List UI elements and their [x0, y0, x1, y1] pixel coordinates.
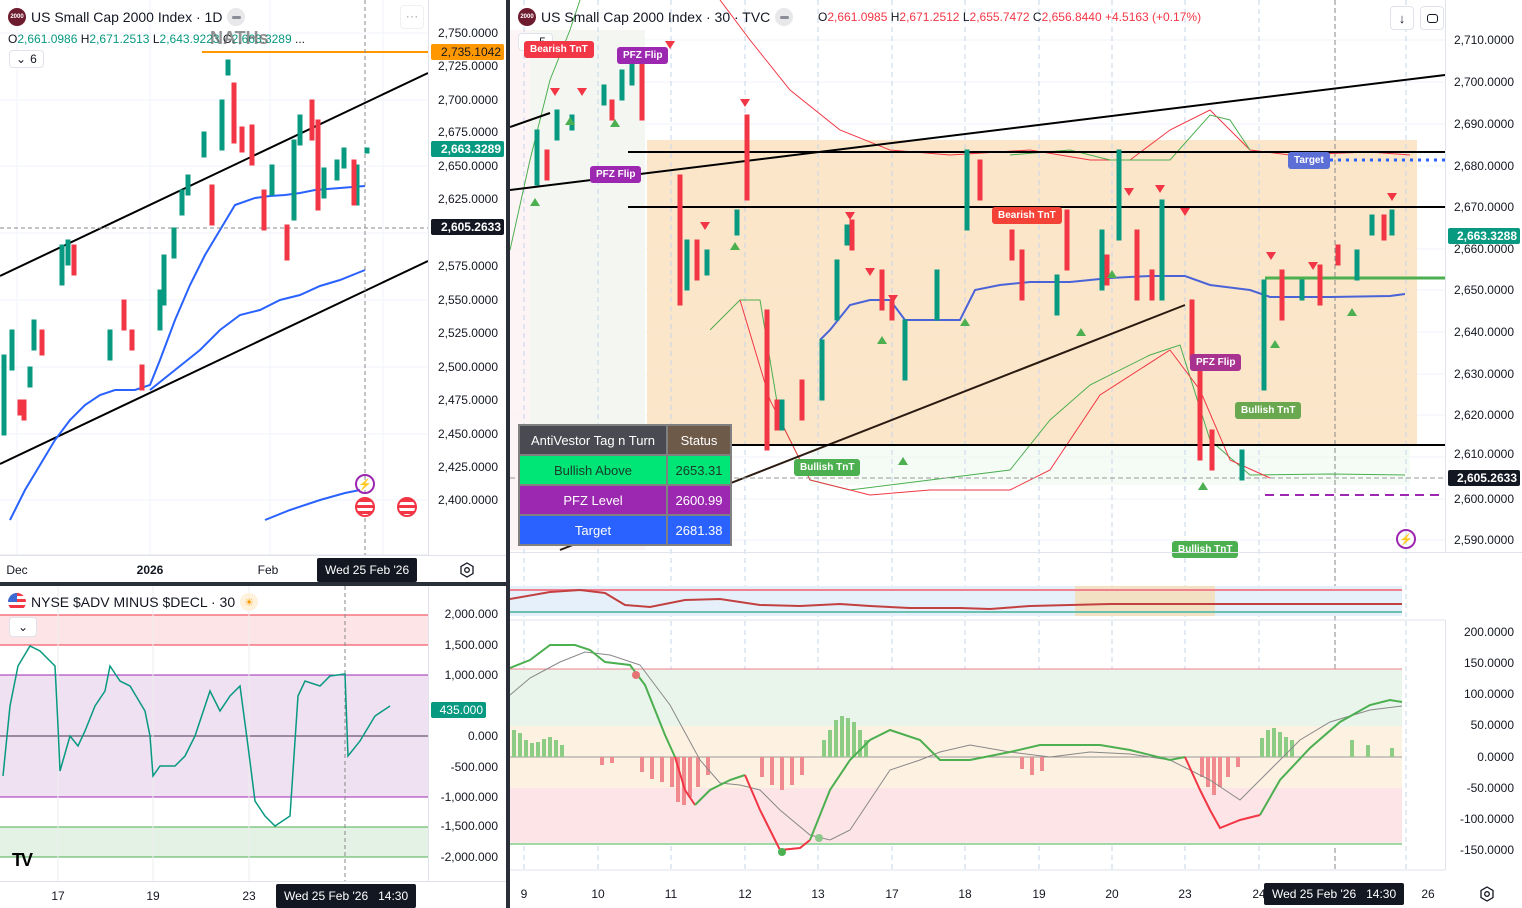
intraday-ohlc: O2,661.0985 H2,671.2512 L2,655.7472 C2,6…	[818, 10, 1202, 24]
symbol-title[interactable]: US Small Cap 2000 Index · 1D	[31, 9, 223, 25]
daily-time-axis[interactable]: Dec 2026 Feb Wed 25 Feb '26	[0, 555, 506, 582]
last-price-label: 2,663.3288	[1448, 228, 1520, 244]
chevron-down-icon: ⌄	[16, 52, 27, 66]
crosshair-time-label: Wed 25 Feb '26 14:30	[1264, 883, 1405, 905]
settings-gear-icon[interactable]	[1473, 881, 1501, 907]
hide-legend-icon[interactable]	[775, 8, 794, 26]
daily-price-axis[interactable]: 2,750.0000 2,725.0000 2,700.0000 2,675.0…	[428, 0, 506, 555]
intraday-chart-pane[interactable]: 2000 US Small Cap 2000 Index · 30 · TVC …	[510, 0, 1522, 908]
signal-bearish-tnt: Bearish TnT	[524, 41, 594, 58]
symbol-logo: 2000	[518, 8, 536, 26]
chevron-down-icon: ⌄	[18, 620, 29, 634]
adv-decl-canvas[interactable]	[0, 586, 506, 908]
oscillator-axis[interactable]: 200.0000 150.0000 100.0000 50.0000 0.000…	[1445, 620, 1522, 870]
table-header-indicator: AntiVestor Tag n Turn	[518, 424, 668, 456]
signal-bullish-tnt: Bullish TnT	[1235, 402, 1302, 419]
us-flag-event-icon[interactable]	[397, 497, 417, 517]
sun-icon: ☀	[240, 593, 259, 611]
fullscreen-button[interactable]	[1420, 6, 1444, 30]
signal-bearish-tnt: Bearish TnT	[992, 207, 1062, 224]
us-flag-icon	[8, 593, 26, 611]
intraday-price-axis[interactable]: 2,710.0000 2,700.0000 2,690.0000 2,680.0…	[1445, 0, 1522, 552]
arrow-down-icon: ↓	[1398, 10, 1406, 26]
signal-pfz-flip: PFZ Flip	[590, 166, 642, 183]
signal-bullish-tnt: Bullish TnT	[794, 459, 861, 476]
signal-pfz-flip: PFZ Flip	[617, 47, 669, 64]
indicators-collapse-button[interactable]: ⌄	[9, 617, 38, 637]
symbol-logo: 2000	[8, 8, 26, 26]
signal-bullish-tnt: Bullish TnT	[1172, 541, 1239, 558]
adv-decl-price-axis[interactable]: 2,000.000 1,500.000 1,000.000 0.000 -500…	[428, 586, 506, 881]
table-row: Target 2681.38	[518, 514, 732, 546]
hide-legend-icon[interactable]	[227, 8, 246, 26]
crosshair-time-label: Wed 25 Feb '26	[317, 558, 418, 582]
maximize-icon	[1426, 13, 1438, 23]
table-row: Bullish Above 2653.31	[518, 454, 732, 486]
intraday-chart-title[interactable]: 2000 US Small Cap 2000 Index · 30 · TVC	[518, 8, 794, 26]
crosshair-price-label: 2,605.2633	[1448, 470, 1520, 486]
adv-decl-chart-pane[interactable]: NYSE $ADV MINUS $DECL · 30 ☀ ⌄ TV 2,000.…	[0, 586, 506, 908]
more-options-button[interactable]: ⋯	[400, 5, 424, 29]
naths-overlay-text: NATHs	[210, 28, 269, 48]
daily-candles	[1, 59, 370, 436]
daily-ohlc: O2,661.0986 H2,671.2513 L2,643.9223 C2,6…	[8, 32, 306, 46]
tradingview-logo[interactable]: TV	[12, 850, 33, 870]
table-row: PFZ Level 2600.99	[518, 484, 732, 516]
daily-chart-title[interactable]: 2000 US Small Cap 2000 Index · 1D	[8, 8, 246, 26]
table-header-status: Status	[666, 424, 732, 456]
earnings-flash-icon[interactable]: ⚡	[1396, 529, 1416, 549]
indicators-collapse-button[interactable]: ⌄ 6	[9, 50, 44, 68]
adv-decl-time-axis[interactable]: 17 19 23 Wed 25 Feb '26 14:30	[0, 881, 506, 908]
antivestor-status-table: AntiVestor Tag n Turn Status Bullish Abo…	[518, 424, 732, 546]
crosshair-price-label: 2,605.2633	[431, 219, 504, 235]
intraday-time-axis[interactable]: 9 10 11 12 13 17 18 19 20 23 24 26 Wed 2…	[510, 880, 1522, 908]
daily-chart-pane[interactable]: 2000 US Small Cap 2000 Index · 1D ⋯ O2,6…	[0, 0, 506, 582]
nath-price-label: 2,735.1042	[431, 44, 504, 60]
settings-gear-icon[interactable]	[453, 557, 481, 582]
us-flag-event-icon[interactable]	[355, 497, 375, 517]
crosshair-time-label: Wed 25 Feb '26 14:30	[276, 884, 417, 908]
adv-decl-title[interactable]: NYSE $ADV MINUS $DECL · 30 ☀	[8, 593, 259, 611]
signal-target: Target	[1288, 152, 1330, 169]
earnings-flash-icon[interactable]: ⚡	[355, 474, 375, 494]
last-value-label: 435.000	[431, 702, 486, 718]
last-price-label: 2,663.3289	[431, 141, 504, 157]
signal-pfz-flip: PFZ Flip	[1190, 354, 1242, 371]
scroll-to-latest-button[interactable]: ↓	[1390, 6, 1414, 30]
